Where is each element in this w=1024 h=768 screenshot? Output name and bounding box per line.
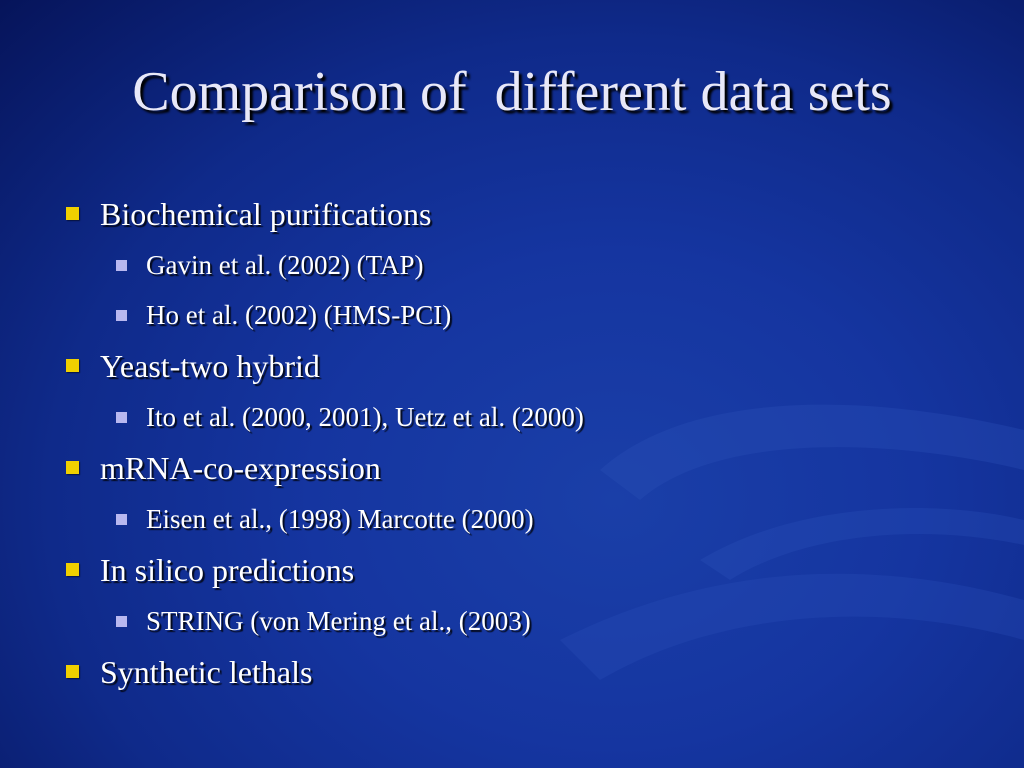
sub-bullet-item: Ito et al. (2000, 2001), Uetz et al. (20… (60, 392, 584, 442)
bullet-item: In silico predictions (60, 544, 584, 596)
bullet-item: Biochemical purifications (60, 188, 584, 240)
bullet-item: mRNA-co-expression (60, 442, 584, 494)
sub-bullet-item: Gavin et al. (2002) (TAP) (60, 240, 584, 290)
slide-title: Comparison of different data sets (132, 61, 892, 123)
bullet-list: Biochemical purifications Gavin et al. (2… (60, 188, 584, 698)
bullet-item: Yeast-two hybrid (60, 340, 584, 392)
sub-bullet-item: Ho et al. (2002) (HMS-PCI) (60, 290, 584, 340)
sub-bullet-item: STRING (von Mering et al., (2003) (60, 596, 584, 646)
bullet-item: Synthetic lethals (60, 646, 584, 698)
sub-bullet-item: Eisen et al., (1998) Marcotte (2000) (60, 494, 584, 544)
